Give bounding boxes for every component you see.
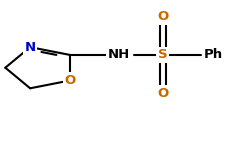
Text: O: O [157,10,168,23]
Text: NH: NH [108,49,130,61]
Text: O: O [65,74,76,87]
Text: O: O [157,87,168,100]
Text: S: S [158,49,168,61]
Text: Ph: Ph [203,49,223,61]
Text: N: N [24,41,36,54]
